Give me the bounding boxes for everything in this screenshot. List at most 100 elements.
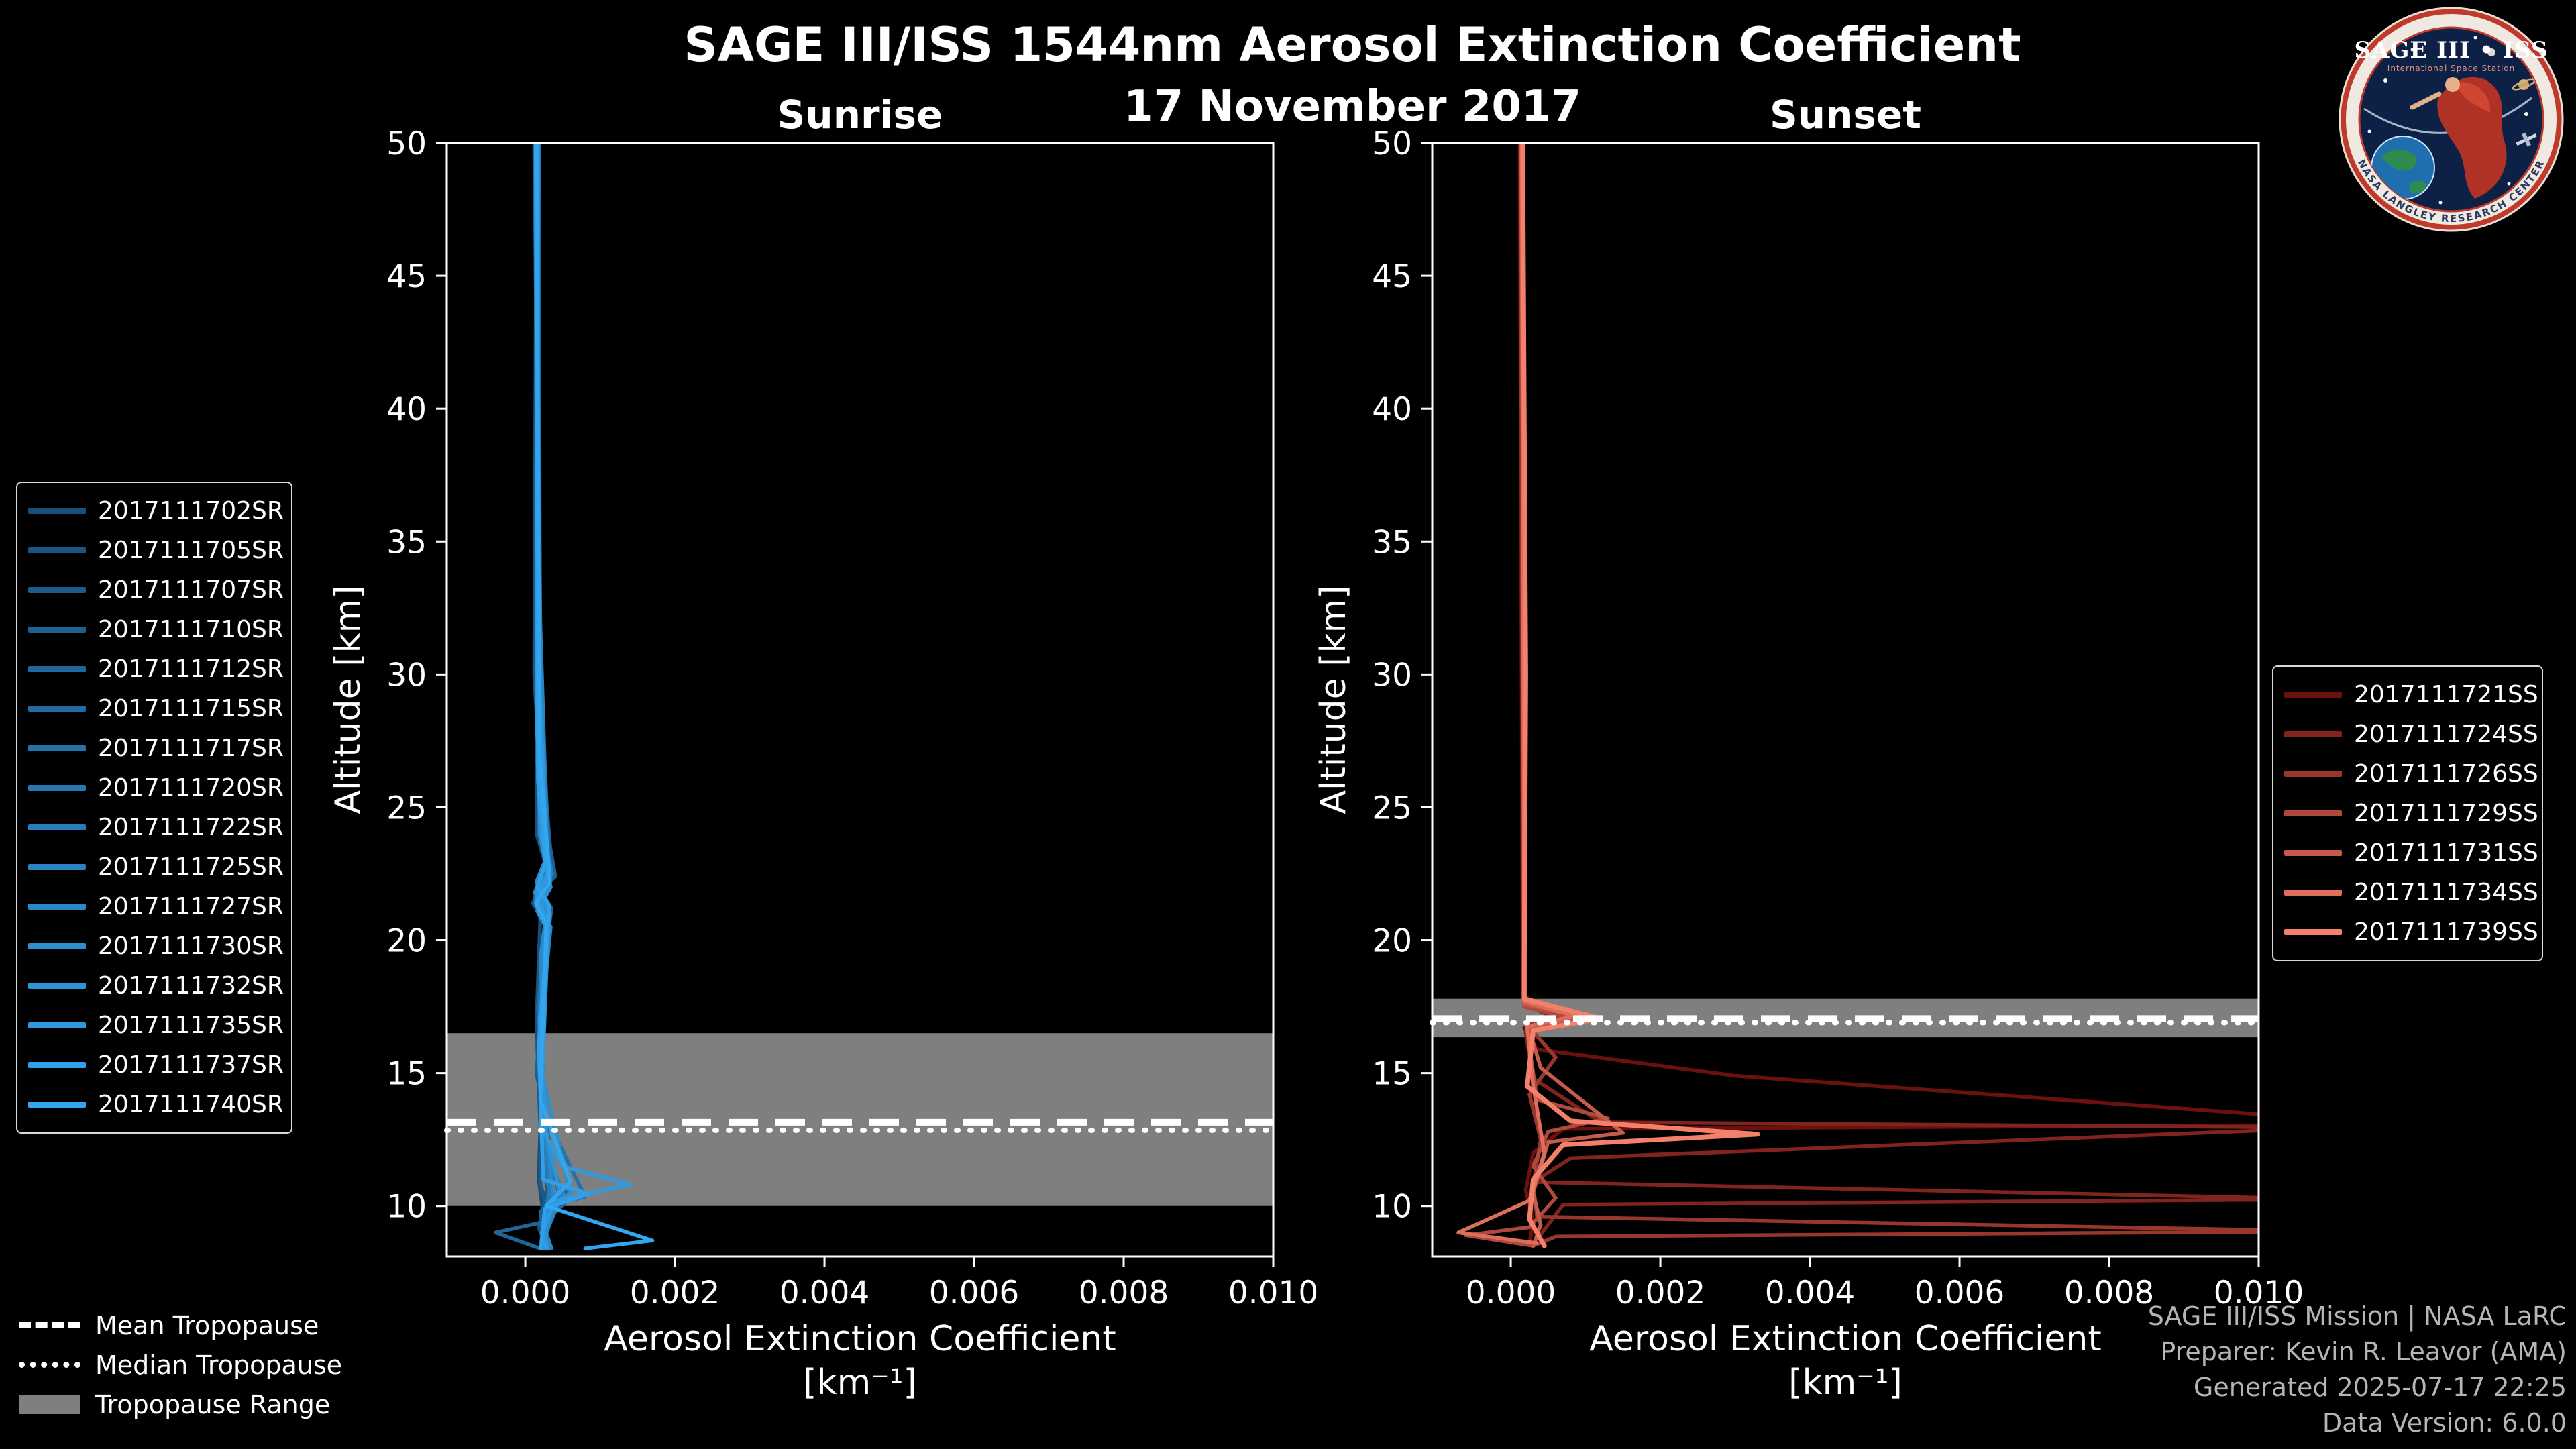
x-tick-label: 0.006 <box>929 1275 1020 1311</box>
legend-label: 2017111725SR <box>98 853 284 881</box>
legend-line-sample <box>28 627 86 633</box>
y-tick-label: 40 <box>386 391 427 428</box>
sunset-legend: 2017111721SS 2017111724SS 2017111726SS 2017… <box>2272 665 2543 961</box>
tropopause-range-label: Tropopause Range <box>95 1389 331 1419</box>
legend-line-sample <box>28 745 86 751</box>
legend-item: 2017111712SR <box>17 649 291 689</box>
legend-line-sample <box>28 547 86 553</box>
moon-icon <box>2487 48 2496 56</box>
legend-line-sample <box>28 1022 86 1028</box>
logo-subtitle: International Space Station <box>2387 64 2515 73</box>
x-tick-label: 0.004 <box>780 1275 870 1311</box>
legend-line-sample <box>28 904 86 910</box>
legend-item: 2017111721SS <box>2273 675 2542 714</box>
legend-label: 2017111732SR <box>98 972 284 1000</box>
profile-lines <box>1456 143 2259 1248</box>
legend-item: 2017111726SS <box>2273 754 2542 794</box>
x-tick-label: 0.004 <box>1765 1275 1856 1311</box>
y-tick-label: 50 <box>386 125 427 162</box>
mean-tropopause-legend-item: Mean Tropopause <box>19 1305 342 1345</box>
legend-line-sample <box>28 983 86 989</box>
legend-item: 2017111720SR <box>17 768 291 808</box>
profile-line <box>1456 143 1576 1245</box>
tropopause-legend: Mean Tropopause Median Tropopause Tropop… <box>19 1305 342 1424</box>
credit-preparer: Preparer: Kevin R. Leavor (AMA) <box>2160 1337 2567 1366</box>
legend-item: 2017111705SR <box>17 531 291 570</box>
legend-item: 2017111724SS <box>2273 714 2542 754</box>
median-tropopause-line-sample <box>19 1362 80 1368</box>
profile-line <box>1520 143 1760 1248</box>
y-tick-label: 20 <box>1372 923 1412 960</box>
legend-item: 2017111735SR <box>17 1006 291 1045</box>
sunrise-legend: 2017111702SR 2017111705SR 2017111707SR 2017… <box>16 482 292 1134</box>
x-axis-label: Aerosol Extinction Coefficient <box>604 1319 1116 1359</box>
x-tick-label: 0.000 <box>1466 1275 1556 1311</box>
mean-tropopause-line-sample <box>19 1322 80 1328</box>
legend-label: 2017111737SR <box>98 1051 284 1079</box>
legend-item: 2017111737SR <box>17 1045 291 1085</box>
y-tick-label: 10 <box>1372 1189 1412 1226</box>
legend-label: 2017111735SR <box>98 1012 284 1039</box>
x-tick-label: 0.002 <box>1615 1275 1706 1311</box>
legend-line-sample <box>28 785 86 791</box>
y-tick-label: 50 <box>1372 125 1412 162</box>
y-tick-label: 35 <box>1372 524 1412 561</box>
median-tropopause-label: Median Tropopause <box>95 1350 342 1380</box>
legend-line-sample <box>28 943 86 949</box>
legend-line-sample <box>28 1062 86 1068</box>
figure-title: SAGE III/ISS 1544nm Aerosol Extinction C… <box>684 17 2021 72</box>
y-tick-label: 30 <box>386 657 427 694</box>
legend-line-sample <box>2284 771 2342 777</box>
profile-line <box>1518 143 2259 1248</box>
panel-title: Sunset <box>1770 92 1921 138</box>
x-tick-label: 0.000 <box>480 1275 571 1311</box>
legend-line-sample <box>28 706 86 712</box>
legend-line-sample <box>28 587 86 593</box>
y-tick-label: 35 <box>386 524 427 561</box>
legend-line-sample <box>2284 890 2342 896</box>
legend-item: 2017111717SR <box>17 729 291 768</box>
y-tick-label: 15 <box>1372 1056 1412 1093</box>
legend-item: 2017111734SS <box>2273 873 2542 912</box>
y-tick-label: 15 <box>386 1056 427 1093</box>
legend-label: 2017111710SR <box>98 616 284 643</box>
credits-block: SAGE III/ISS Mission | NASA LaRC Prepare… <box>2148 1299 2567 1441</box>
legend-label: 2017111730SR <box>98 932 284 960</box>
legend-label: 2017111712SR <box>98 655 284 683</box>
y-tick-label: 45 <box>1372 258 1412 295</box>
x-tick-label: 0.008 <box>2064 1275 2155 1311</box>
x-tick-label: 0.008 <box>1079 1275 1169 1311</box>
x-axis-units: [km⁻¹] <box>803 1362 917 1403</box>
profile-line <box>1517 143 2259 1245</box>
legend-item: 2017111732SR <box>17 966 291 1006</box>
earth-icon <box>2371 136 2435 200</box>
tropopause-range-legend-item: Tropopause Range <box>19 1385 342 1424</box>
legend-item: 2017111707SR <box>17 570 291 610</box>
legend-label: 2017111722SR <box>98 814 284 841</box>
tropopause-range-band <box>447 1033 1273 1206</box>
logo-title: SAGE III • ISS <box>2354 37 2548 64</box>
legend-item: 2017111725SR <box>17 847 291 887</box>
saturn-icon <box>2512 78 2536 91</box>
sunrise-chart: 10 15 20 25 30 35 40 45 50 0.000 0.002 0.004 0.006 0.… <box>328 92 1318 1403</box>
y-tick-label: 20 <box>386 923 427 960</box>
legend-item: 2017111740SR <box>17 1085 291 1124</box>
iss-icon <box>2516 132 2537 147</box>
legend-line-sample <box>2284 850 2342 856</box>
median-tropopause-legend-item: Median Tropopause <box>19 1345 342 1385</box>
legend-item: 2017111739SS <box>2273 912 2542 952</box>
profile-line <box>1464 143 1610 1248</box>
x-axis-label: Aerosol Extinction Coefficient <box>1589 1319 2102 1359</box>
profile-line <box>1519 143 2259 1246</box>
legend-line-sample <box>28 666 86 672</box>
legend-label: 2017111729SS <box>2354 800 2538 827</box>
figure-art <box>2410 76 2507 199</box>
y-axis-label: Altitude [km] <box>328 585 368 814</box>
legend-label: 2017111702SR <box>98 497 284 525</box>
y-axis-label: Altitude [km] <box>1313 585 1354 814</box>
legend-label: 2017111724SS <box>2354 720 2538 748</box>
x-axis-units: [km⁻¹] <box>1788 1362 1902 1403</box>
x-tick-label: 0.002 <box>630 1275 720 1311</box>
logo-artwork <box>2363 36 2537 205</box>
